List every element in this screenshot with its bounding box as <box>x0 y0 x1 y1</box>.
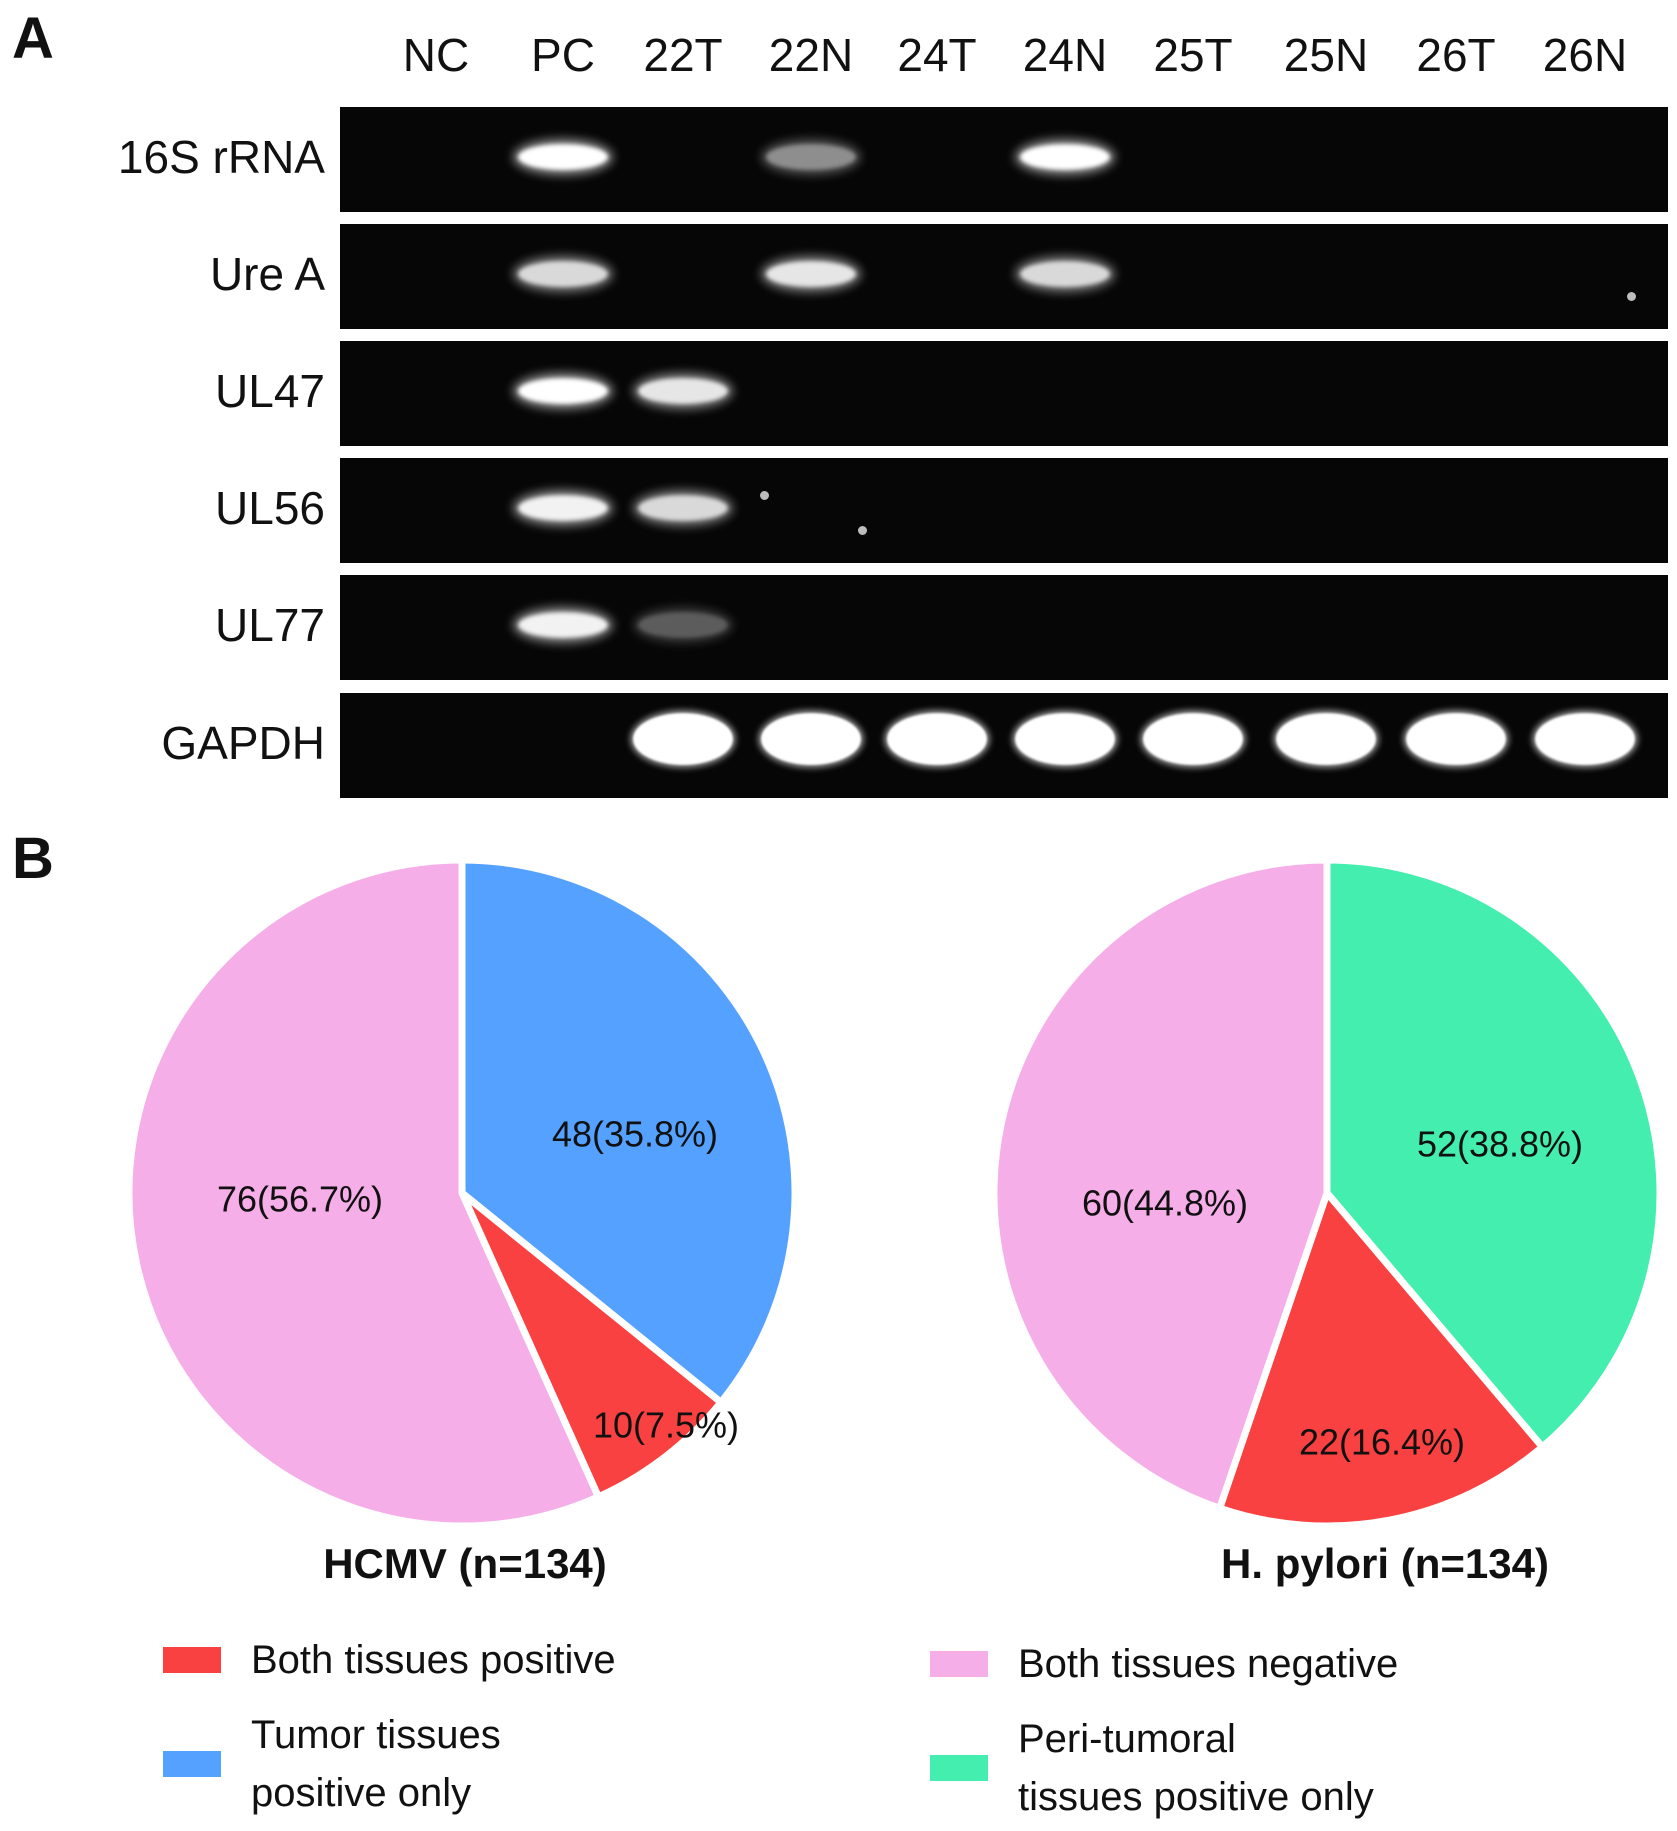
legend-label-peri-tumoral-positive-only: Peri-tumoral tissues positive only <box>1018 1717 1374 1819</box>
band-ul77-22t <box>638 612 728 638</box>
legend-item-tumor-positive-only: Tumor tissues positive only <box>163 1706 501 1822</box>
band-16s-rrna-22n <box>766 144 856 170</box>
h-pylori-slice-label-0: 52(38.8%) <box>1417 1124 1583 1165</box>
lane-label-nc: NC <box>402 29 470 81</box>
legend-label-both-positive: Both tissues positive <box>251 1638 616 1682</box>
band-ure-a-22n <box>766 261 856 287</box>
band-gapdh-22n <box>761 713 861 765</box>
gene-label-gapdh: GAPDH <box>161 717 325 769</box>
gene-label-16s-rrna: 16S rRNA <box>117 131 325 183</box>
h-pylori-slice-1 <box>1215 1186 1548 1530</box>
panel-a-letter: A <box>12 6 54 71</box>
hcmv-pie: 48(35.8%) 10(7.5%) 76(56.7%) <box>125 856 799 1530</box>
band-ul56-22t <box>638 495 728 521</box>
h-pylori-slice-2 <box>990 856 1331 1513</box>
legend-item-peri-tumoral-positive-only: Peri-tumoral tissues positive only <box>930 1710 1374 1826</box>
gel-row-ure-a <box>340 224 1668 329</box>
h-pylori-slice-0 <box>1323 856 1664 1452</box>
band-ul47-pc <box>518 378 608 404</box>
panel-b-letter: B <box>12 826 54 891</box>
gene-label-ul47: UL47 <box>215 365 325 417</box>
legend-label-tumor-positive-only: Tumor tissues positive only <box>251 1713 501 1815</box>
band-gapdh-25n <box>1276 713 1376 765</box>
band-16s-rrna-pc <box>518 144 608 170</box>
band-gapdh-22t <box>633 713 733 765</box>
gel-speck-2 <box>1627 292 1636 301</box>
band-ure-a-pc <box>518 261 608 287</box>
gel-row-gapdh <box>340 693 1668 798</box>
lane-label-25t: 25T <box>1153 29 1233 81</box>
legend-swatch-both-negative <box>930 1651 988 1677</box>
lane-label-25n: 25N <box>1283 29 1369 81</box>
hcmv-slice-2 <box>125 856 604 1530</box>
band-ul56-pc <box>518 495 608 521</box>
gene-label-ul56: UL56 <box>215 482 325 534</box>
lane-label-24t: 24T <box>897 29 977 81</box>
legend-item-both-positive: Both tissues positive <box>163 1631 616 1689</box>
hcmv-slice-label-2: 76(56.7%) <box>217 1179 383 1220</box>
legend-swatch-peri-tumoral-positive-only <box>930 1755 988 1781</box>
hcmv-slice-label-1: 10(7.5%) <box>593 1405 739 1446</box>
gel-speck-1 <box>858 526 867 535</box>
band-gapdh-24t <box>887 713 987 765</box>
band-gapdh-26n <box>1535 713 1635 765</box>
lane-label-26n: 26N <box>1542 29 1628 81</box>
lane-label-pc: PC <box>531 29 595 81</box>
h-pylori-pie-title: H. pylori (n=134) <box>1221 1540 1549 1587</box>
hcmv-slice-label-0: 48(35.8%) <box>552 1114 718 1155</box>
band-gapdh-26t <box>1406 713 1506 765</box>
legend-swatch-tumor-positive-only <box>163 1751 221 1777</box>
band-gapdh-25t <box>1143 713 1243 765</box>
hcmv-slice-0 <box>458 856 799 1408</box>
h-pylori-slice-label-2: 60(44.8%) <box>1082 1183 1248 1224</box>
gene-label-ure-a: Ure A <box>209 248 325 300</box>
band-ul77-pc <box>518 612 608 638</box>
h-pylori-pie: 52(38.8%) 22(16.4%) 60(44.8%) <box>990 856 1664 1530</box>
band-ul47-22t <box>638 378 728 404</box>
lane-label-24n: 24N <box>1022 29 1108 81</box>
gel-row-ul56 <box>340 458 1668 563</box>
hcmv-pie-title: HCMV (n=134) <box>323 1540 607 1587</box>
lane-label-26t: 26T <box>1416 29 1496 81</box>
band-16s-rrna-24n <box>1020 144 1110 170</box>
gel-speck-0 <box>760 491 769 500</box>
legend-swatch-both-positive <box>163 1647 221 1673</box>
hcmv-slice-1 <box>458 1190 726 1502</box>
legend-label-both-negative: Both tissues negative <box>1018 1642 1399 1686</box>
gene-label-ul77: UL77 <box>215 599 325 651</box>
lane-label-22t: 22T <box>643 29 723 81</box>
h-pylori-slice-label-1: 22(16.4%) <box>1299 1422 1465 1463</box>
legend-item-both-negative: Both tissues negative <box>930 1635 1398 1693</box>
gel-row-ul47 <box>340 341 1668 446</box>
gel-row-ul77 <box>340 575 1668 680</box>
band-gapdh-24n <box>1015 713 1115 765</box>
lane-label-22n: 22N <box>768 29 854 81</box>
band-ure-a-24n <box>1020 261 1110 287</box>
gel-row-16s-rrna <box>340 107 1668 212</box>
